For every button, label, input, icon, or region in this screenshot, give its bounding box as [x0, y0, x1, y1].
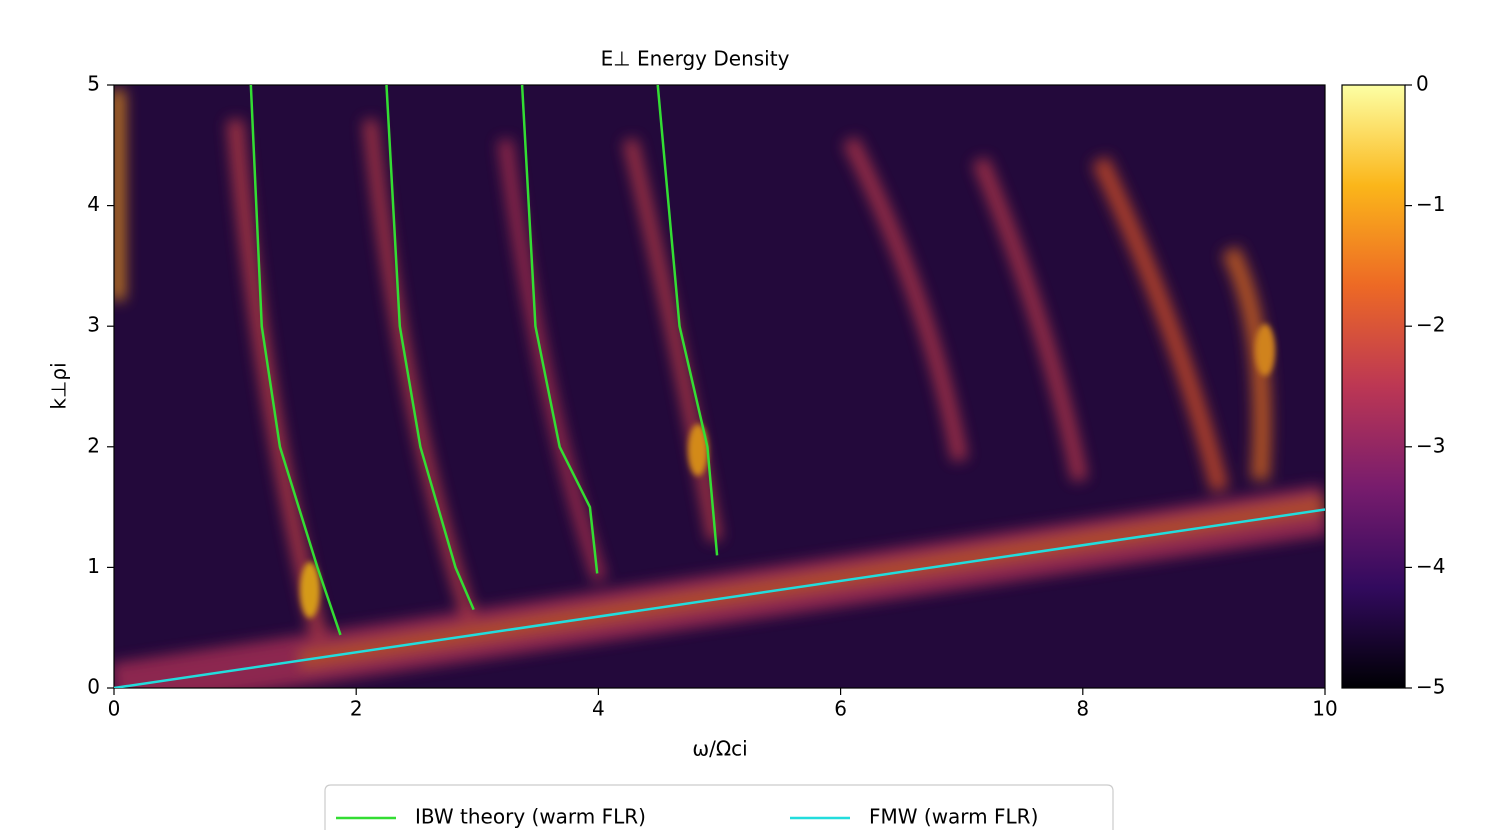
heatmap-image [114, 85, 1325, 688]
y-tick-label: 4 [87, 192, 100, 216]
x-tick-label: 4 [592, 697, 605, 721]
theory-line [249, 85, 342, 636]
legend: IBW theory (warm FLR) FMW (warm FLR) [324, 784, 1114, 830]
x-tick-label: 6 [834, 697, 847, 721]
x-tick-label: 2 [350, 697, 363, 721]
colorbar-tick-label: −4 [1416, 554, 1445, 578]
theory-line [656, 85, 719, 556]
x-tick-label: 8 [1076, 697, 1089, 721]
colorbar-tick-label: −5 [1416, 675, 1445, 699]
y-tick-label: 1 [87, 554, 100, 578]
colorbar-tick-label: −3 [1416, 433, 1445, 457]
colorbar [1342, 85, 1405, 688]
y-tick-label: 0 [87, 675, 100, 699]
chart-title: E⊥ Energy Density [601, 47, 790, 71]
colorbar-tick-label: 0 [1416, 72, 1429, 96]
x-tick-label: 10 [1312, 697, 1337, 721]
overlay-lines [114, 85, 1325, 688]
theory-line [385, 85, 475, 611]
x-tick-label: 0 [108, 697, 121, 721]
y-tick-label: 3 [87, 313, 100, 337]
colorbar-tick-label: −1 [1416, 192, 1445, 216]
theory-line [520, 85, 599, 574]
legend-frame [324, 784, 1114, 830]
plot-frame [113, 84, 1326, 689]
x-axis-label: ω/Ωci [692, 737, 747, 761]
colorbar-tick-label: −2 [1416, 313, 1445, 337]
colorbar-frame [1341, 84, 1406, 689]
legend-label: FMW (warm FLR) [869, 805, 1038, 829]
theory-line [114, 508, 1325, 688]
y-axis-label: k⊥ρi [47, 362, 71, 409]
legend-label: IBW theory (warm FLR) [415, 805, 646, 829]
y-tick-label: 5 [87, 72, 100, 96]
y-tick-label: 2 [87, 433, 100, 457]
